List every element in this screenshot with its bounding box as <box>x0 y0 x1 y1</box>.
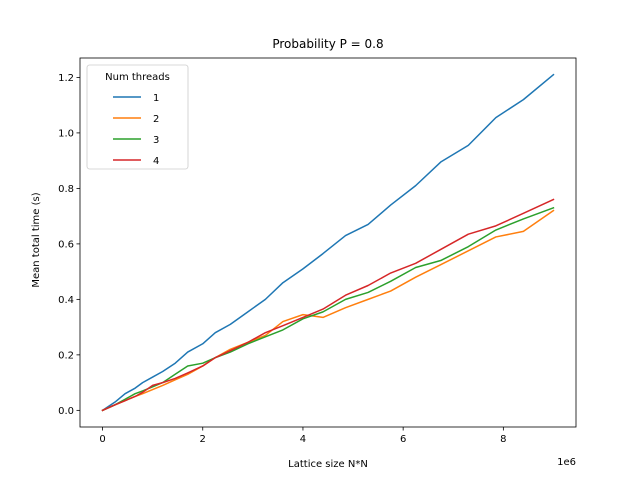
legend-title: Num threads <box>105 72 170 83</box>
y-tick-label: 0.2 <box>58 350 74 361</box>
legend-label-3: 3 <box>153 135 159 146</box>
series-line-2 <box>101 209 555 412</box>
x-axis-label: Lattice size N*N <box>288 459 368 470</box>
x-tick-label: 2 <box>200 434 206 445</box>
y-axis-label: Mean total time (s) <box>31 192 42 287</box>
series-layer <box>101 73 555 412</box>
x-tick-label: 0 <box>99 434 105 445</box>
chart-title: Probability P = 0.8 <box>272 37 383 51</box>
x-axis-offset-label: 1e6 <box>557 457 576 468</box>
y-tick-label: 1.2 <box>58 73 74 84</box>
series-line-1 <box>101 73 555 412</box>
y-tick-label: 0.8 <box>58 184 74 195</box>
series-line-4 <box>101 198 555 412</box>
legend-label-2: 2 <box>153 114 159 125</box>
y-tick-label: 0.4 <box>58 295 74 306</box>
y-tick-label: 0.0 <box>58 406 74 417</box>
axes-frame <box>79 57 577 428</box>
axes-layer: 0 2 4 6 8 0.0 0.2 0.4 0.6 0.8 1.0 1.2 <box>58 57 577 445</box>
legend-box <box>86 64 189 170</box>
series-line-3 <box>101 206 555 412</box>
x-tick-label: 6 <box>400 434 406 445</box>
legend-label-1: 1 <box>153 93 159 104</box>
x-tick-label: 4 <box>300 434 306 445</box>
x-tick-label: 8 <box>500 434 506 445</box>
legend: Num threads 1 2 3 4 <box>86 64 189 170</box>
y-tick-label: 0.6 <box>58 239 74 250</box>
y-tick-label: 1.0 <box>58 128 74 139</box>
legend-label-4: 4 <box>153 156 159 167</box>
